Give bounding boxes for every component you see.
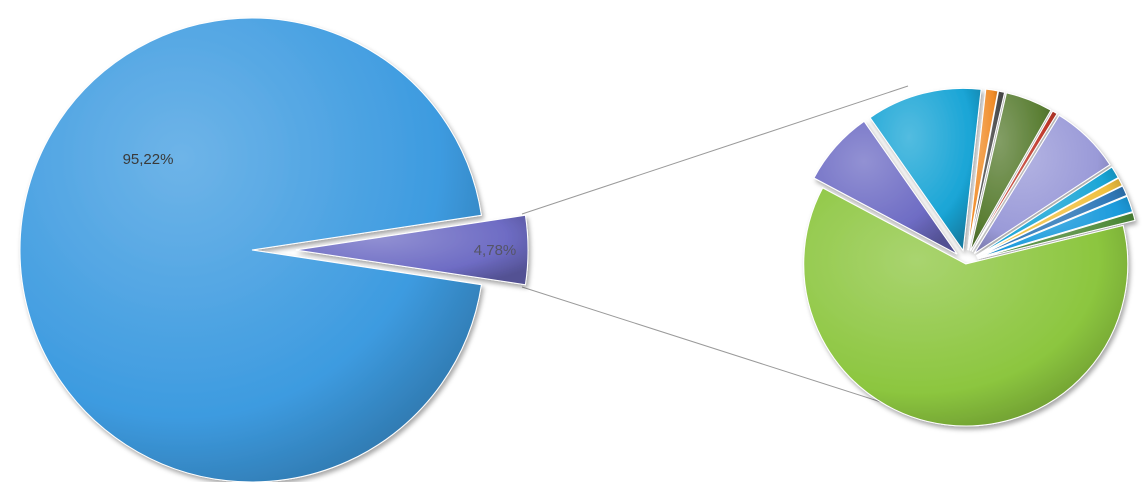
secondary-pie-slice-6 bbox=[971, 110, 1058, 252]
secondary-pie-slice-13 bbox=[803, 187, 1129, 427]
secondary-pie-slice-2 bbox=[869, 87, 982, 252]
secondary-pie-slice-1 bbox=[813, 120, 958, 255]
main-pie-slice-small bbox=[295, 214, 529, 286]
secondary-pie-slice-5 bbox=[969, 92, 1052, 252]
secondary-pie-slice-4 bbox=[967, 90, 1006, 251]
secondary-pie-slice-11 bbox=[977, 195, 1134, 259]
main-pie-label-small: 4,78% bbox=[474, 242, 517, 259]
secondary-pie-slice-9 bbox=[976, 177, 1123, 257]
secondary-pie-slice-7 bbox=[973, 114, 1111, 254]
main-pie-label-large: 95,22% bbox=[123, 151, 174, 168]
connector-line-top bbox=[521, 85, 909, 215]
secondary-pie bbox=[803, 87, 1136, 427]
secondary-pie-slice-8 bbox=[976, 166, 1119, 257]
connector-lines bbox=[521, 85, 909, 411]
main-pie bbox=[19, 17, 529, 482]
secondary-pie-slice-12 bbox=[977, 211, 1136, 260]
secondary-pie-slice-10 bbox=[976, 185, 1128, 258]
main-pie-slice-large bbox=[19, 17, 482, 482]
data-labels: 95,22% 4,78% bbox=[123, 151, 517, 259]
connector-line-bottom bbox=[521, 286, 907, 411]
secondary-pie-slice-3 bbox=[967, 88, 999, 251]
